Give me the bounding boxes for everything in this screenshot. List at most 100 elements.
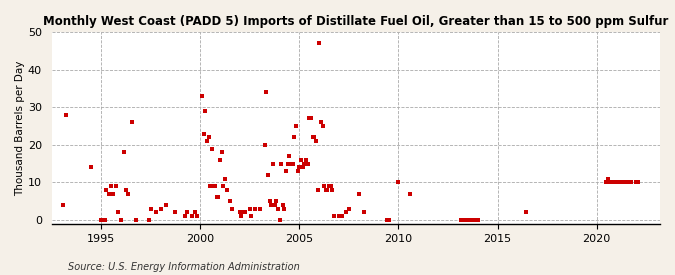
Point	[632, 180, 643, 185]
Point	[314, 41, 325, 45]
Point	[297, 165, 308, 170]
Point	[215, 158, 225, 162]
Point	[221, 188, 232, 192]
Point	[281, 169, 292, 173]
Point	[186, 214, 197, 218]
Point	[277, 203, 288, 207]
Point	[271, 199, 281, 204]
Point	[201, 139, 212, 143]
Point	[305, 116, 316, 121]
Point	[307, 135, 318, 139]
Point	[200, 109, 211, 113]
Point	[317, 124, 328, 128]
Point	[210, 184, 221, 188]
Y-axis label: Thousand Barrels per Day: Thousand Barrels per Day	[15, 60, 25, 196]
Point	[620, 180, 630, 185]
Point	[354, 191, 364, 196]
Point	[300, 158, 311, 162]
Point	[211, 195, 222, 200]
Point	[603, 177, 614, 181]
Point	[616, 180, 627, 185]
Point	[618, 180, 628, 185]
Point	[218, 184, 229, 188]
Point	[101, 188, 111, 192]
Point	[466, 218, 477, 222]
Point	[213, 195, 224, 200]
Point	[289, 135, 300, 139]
Point	[266, 203, 277, 207]
Point	[614, 180, 625, 185]
Point	[275, 161, 286, 166]
Point	[246, 214, 256, 218]
Point	[613, 180, 624, 185]
Point	[155, 207, 166, 211]
Point	[333, 214, 344, 218]
Point	[226, 207, 237, 211]
Point	[234, 210, 245, 215]
Point	[461, 218, 472, 222]
Point	[393, 180, 404, 185]
Point	[264, 199, 275, 204]
Point	[61, 112, 72, 117]
Point	[238, 210, 248, 215]
Point	[219, 177, 230, 181]
Point	[244, 207, 255, 211]
Point	[106, 184, 117, 188]
Point	[312, 188, 323, 192]
Point	[115, 218, 126, 222]
Point	[122, 191, 133, 196]
Point	[192, 214, 202, 218]
Point	[182, 210, 192, 215]
Point	[327, 188, 338, 192]
Point	[308, 135, 319, 139]
Point	[145, 207, 156, 211]
Point	[107, 191, 118, 196]
Title: Monthly West Coast (PADD 5) Imports of Distillate Fuel Oil, Greater than 15 to 5: Monthly West Coast (PADD 5) Imports of D…	[43, 15, 668, 28]
Point	[520, 210, 531, 215]
Point	[601, 180, 612, 185]
Point	[323, 184, 334, 188]
Point	[119, 150, 130, 155]
Point	[302, 161, 313, 166]
Point	[254, 207, 265, 211]
Point	[322, 188, 333, 192]
Point	[290, 124, 301, 128]
Point	[240, 210, 250, 215]
Point	[267, 161, 278, 166]
Point	[606, 180, 617, 185]
Point	[170, 210, 181, 215]
Point	[469, 218, 480, 222]
Point	[112, 210, 123, 215]
Point	[144, 218, 155, 222]
Point	[130, 218, 141, 222]
Point	[121, 188, 132, 192]
Point	[292, 169, 303, 173]
Point	[282, 161, 293, 166]
Point	[96, 218, 107, 222]
Point	[273, 207, 284, 211]
Point	[180, 214, 191, 218]
Point	[472, 218, 483, 222]
Point	[198, 131, 209, 136]
Point	[208, 184, 219, 188]
Point	[99, 218, 110, 222]
Point	[104, 191, 115, 196]
Point	[470, 218, 481, 222]
Point	[225, 199, 236, 204]
Point	[321, 188, 331, 192]
Point	[315, 120, 326, 124]
Point	[626, 180, 637, 185]
Point	[236, 214, 247, 218]
Point	[274, 218, 285, 222]
Point	[294, 165, 304, 170]
Point	[249, 207, 260, 211]
Point	[459, 218, 470, 222]
Point	[467, 218, 478, 222]
Point	[259, 143, 270, 147]
Point	[127, 120, 138, 124]
Point	[205, 184, 215, 188]
Point	[381, 218, 392, 222]
Point	[58, 203, 69, 207]
Point	[464, 218, 475, 222]
Point	[344, 207, 354, 211]
